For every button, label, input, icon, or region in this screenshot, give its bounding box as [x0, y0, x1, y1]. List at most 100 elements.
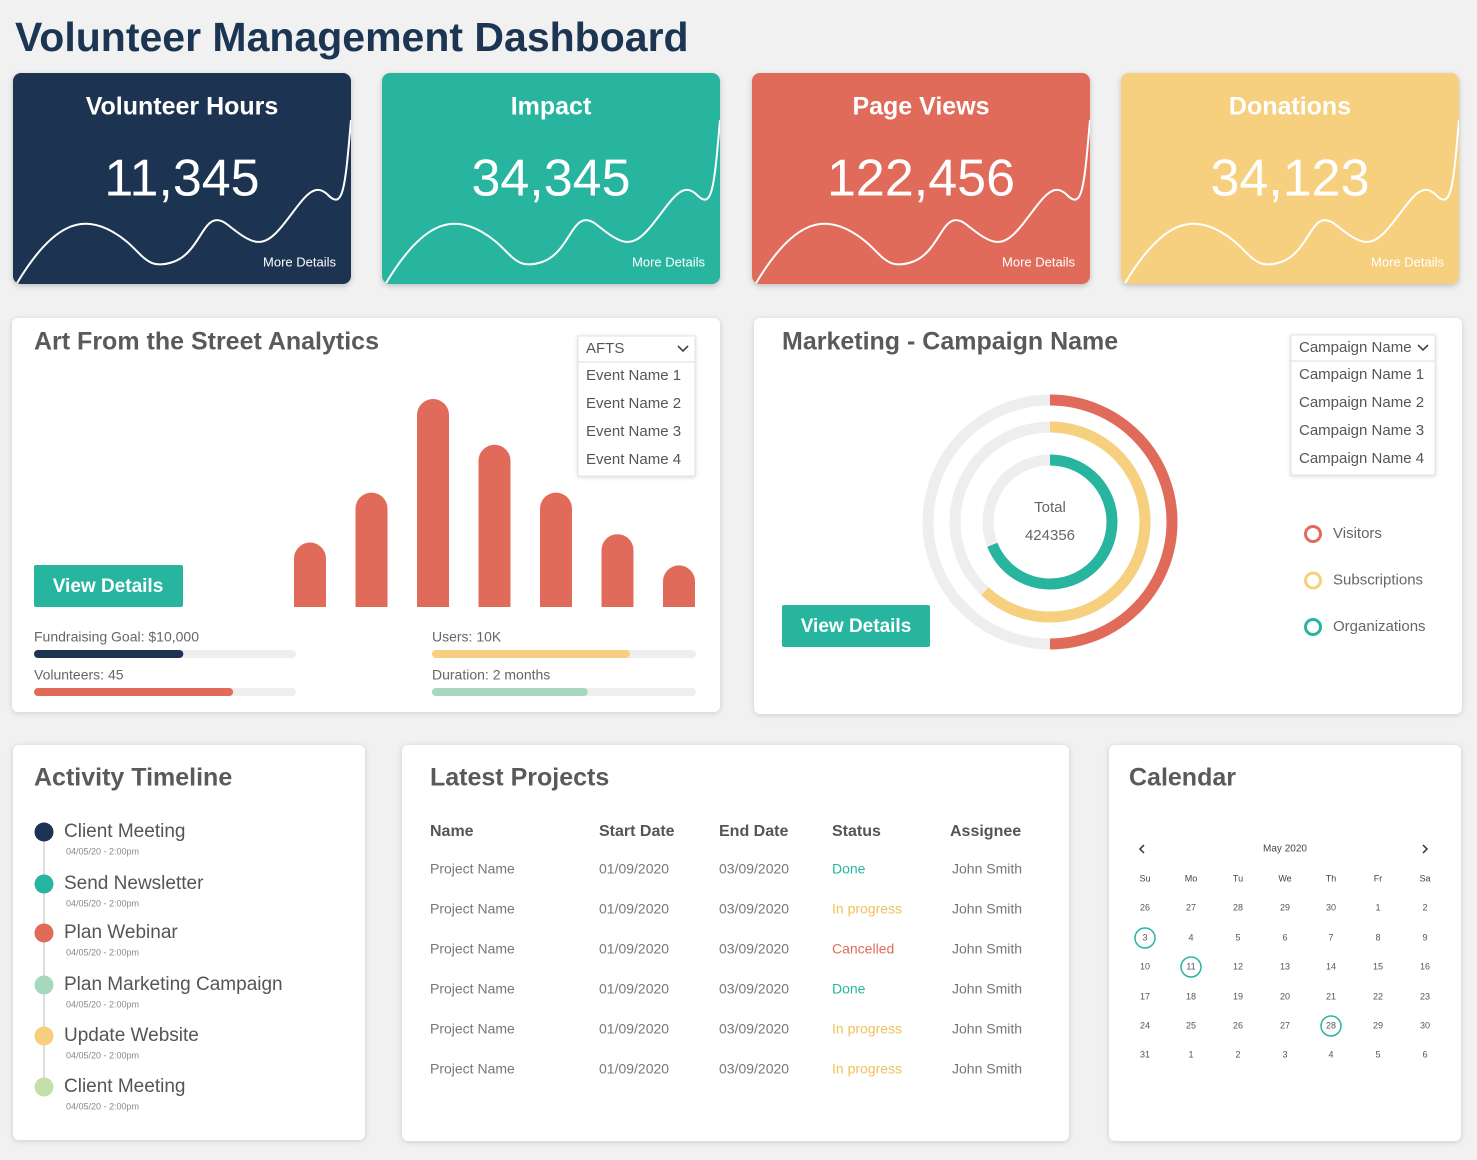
kpi-title: Volunteer Hours	[86, 93, 279, 121]
day[interactable]: 21	[1326, 991, 1336, 1001]
day[interactable]: 28	[1326, 1020, 1336, 1030]
day[interactable]: 8	[1375, 932, 1380, 942]
ring-arc	[987, 454, 1118, 590]
day[interactable]: 15	[1373, 961, 1383, 971]
weekday: We	[1278, 873, 1291, 883]
day[interactable]: 1	[1375, 902, 1380, 912]
progress-label: Volunteers: 45	[34, 667, 124, 683]
table-header: Status	[832, 823, 881, 840]
day[interactable]: 17	[1140, 991, 1150, 1001]
legend-marker	[1304, 525, 1322, 543]
day[interactable]: 1	[1188, 1049, 1193, 1059]
day[interactable]: 30	[1326, 902, 1336, 912]
legend-label: Subscriptions	[1333, 571, 1423, 588]
day[interactable]: 7	[1328, 932, 1333, 942]
view-details-button[interactable]	[34, 565, 183, 607]
table-cell: Project Name	[430, 1061, 515, 1077]
dropdown-option[interactable]: Event Name 1	[586, 367, 681, 384]
table-cell: Done	[832, 981, 866, 997]
dropdown-option[interactable]: Event Name 3	[586, 423, 681, 440]
view-details-button[interactable]	[782, 605, 930, 647]
table-header: Name	[430, 823, 474, 840]
day[interactable]: 31	[1140, 1049, 1150, 1059]
dropdown-option[interactable]: Campaign Name 2	[1299, 394, 1424, 411]
day[interactable]: 4	[1188, 932, 1193, 942]
panel-title: Art From the Street Analytics	[34, 328, 379, 356]
dropdown-chevron[interactable]	[1417, 344, 1429, 352]
day[interactable]: 29	[1280, 902, 1290, 912]
table-cell: 01/09/2020	[599, 981, 669, 997]
day[interactable]: 19	[1233, 991, 1243, 1001]
next-month[interactable]	[1422, 844, 1429, 854]
day[interactable]: 27	[1280, 1020, 1290, 1030]
day[interactable]: 30	[1420, 1020, 1430, 1030]
progress-bar	[432, 688, 588, 696]
day[interactable]: 18	[1186, 991, 1196, 1001]
dropdown-selected[interactable]: Campaign Name	[1299, 339, 1412, 356]
day[interactable]: 14	[1326, 961, 1336, 971]
timeline-date: 04/05/20 - 2:00pm	[66, 999, 139, 1009]
day[interactable]: 2	[1422, 902, 1427, 912]
table-header: Assignee	[950, 823, 1021, 840]
weekday: Su	[1139, 873, 1150, 883]
day[interactable]: 26	[1140, 902, 1150, 912]
day[interactable]: 5	[1375, 1049, 1380, 1059]
kpi-title: Donations	[1229, 93, 1351, 121]
kpi-card	[752, 73, 1090, 284]
dropdown-selected[interactable]: AFTS	[586, 340, 624, 357]
day[interactable]: 9	[1422, 932, 1427, 942]
day[interactable]: 6	[1422, 1049, 1427, 1059]
day[interactable]: 22	[1373, 991, 1383, 1001]
dropdown-option[interactable]: Campaign Name 1	[1299, 366, 1424, 383]
more-details-link[interactable]: More Details	[1371, 254, 1444, 269]
dropdown-option[interactable]: Event Name 4	[586, 451, 681, 468]
table-cell: Project Name	[430, 1021, 515, 1037]
day[interactable]: 20	[1280, 991, 1290, 1001]
more-details-link[interactable]: More Details	[263, 254, 336, 269]
day[interactable]: 12	[1233, 961, 1243, 971]
day[interactable]: 5	[1235, 932, 1240, 942]
day[interactable]: 29	[1373, 1020, 1383, 1030]
sparkline	[752, 119, 1090, 284]
day[interactable]: 11	[1186, 961, 1195, 971]
progress-bar	[34, 688, 234, 696]
day[interactable]: 27	[1186, 902, 1196, 912]
more-details-link[interactable]: More Details	[1002, 254, 1075, 269]
day[interactable]: 16	[1420, 961, 1430, 971]
progress-label: Users: 10K	[432, 629, 502, 645]
day[interactable]: 26	[1233, 1020, 1243, 1030]
dropdown[interactable]	[577, 335, 696, 477]
progress-label: Duration: 2 months	[432, 667, 550, 683]
day[interactable]: 3	[1142, 932, 1147, 942]
table-cell: John Smith	[952, 901, 1022, 917]
prev-month[interactable]	[1138, 844, 1145, 854]
day[interactable]: 13	[1280, 961, 1290, 971]
day[interactable]: 3	[1282, 1049, 1287, 1059]
button-label[interactable]: View Details	[53, 576, 164, 597]
dropdown-option[interactable]: Campaign Name 3	[1299, 422, 1424, 439]
dropdown[interactable]	[1290, 334, 1436, 476]
day[interactable]: 10	[1140, 961, 1150, 971]
day[interactable]: 2	[1235, 1049, 1240, 1059]
dropdown-option[interactable]: Campaign Name 4	[1299, 450, 1424, 467]
legend-label: Organizations	[1333, 618, 1426, 635]
timeline-dot	[34, 822, 54, 842]
day[interactable]: 25	[1186, 1020, 1196, 1030]
day[interactable]: 4	[1328, 1049, 1333, 1059]
weekday: Th	[1326, 873, 1337, 883]
kpi-title: Impact	[511, 93, 592, 121]
donut-total-label: Total	[1034, 499, 1066, 516]
more-details-link[interactable]: More Details	[632, 254, 705, 269]
day[interactable]: 28	[1233, 902, 1243, 912]
dropdown-chevron[interactable]	[677, 345, 689, 353]
day[interactable]: 24	[1140, 1020, 1150, 1030]
button-label[interactable]: View Details	[801, 616, 912, 637]
dropdown-option[interactable]: Event Name 2	[586, 395, 681, 412]
day[interactable]: 23	[1420, 991, 1430, 1001]
kpi-card	[382, 73, 720, 284]
weekday: Tu	[1233, 873, 1243, 883]
day[interactable]: 6	[1282, 932, 1287, 942]
timeline-date: 04/05/20 - 2:00pm	[66, 1050, 139, 1060]
sparkline	[13, 119, 351, 284]
bar	[663, 565, 695, 607]
